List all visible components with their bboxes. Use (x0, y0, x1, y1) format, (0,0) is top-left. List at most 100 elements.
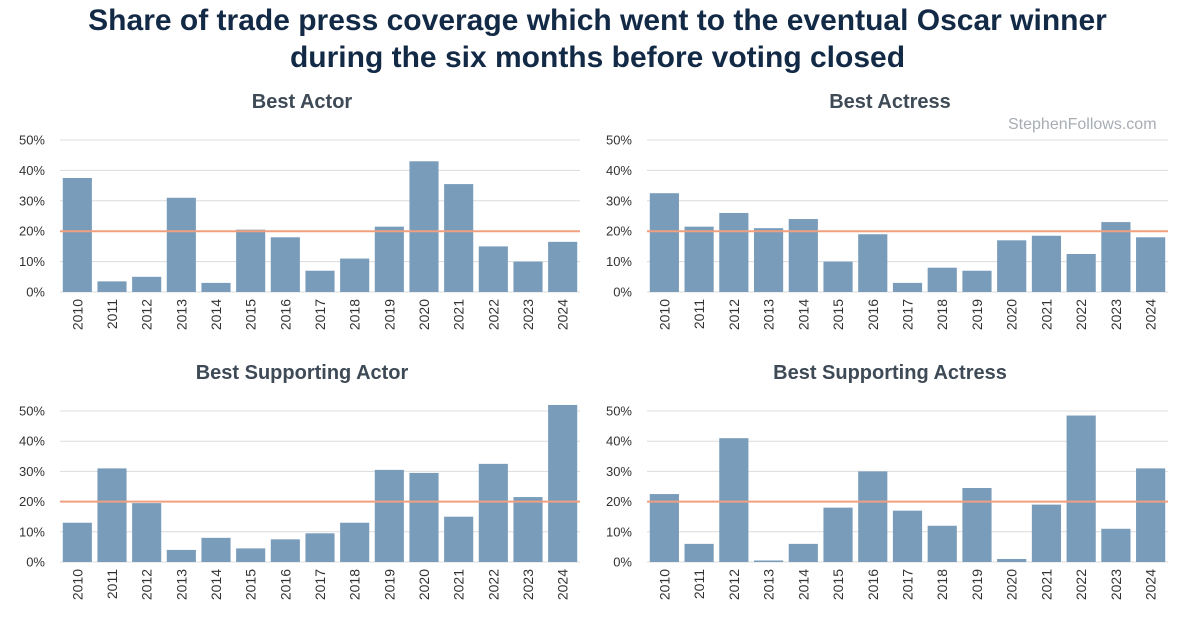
x-tick-label: 2016 (865, 299, 881, 330)
chart-panel-3: Best Supporting Actor 0% 10% 20% 30% 40% 50% 20… (19, 362, 580, 600)
bar (444, 184, 474, 292)
bar (927, 267, 957, 292)
x-tick-label: 2012 (726, 569, 742, 600)
x-tick-label: 2013 (173, 569, 189, 600)
x-tick-label: 2024 (555, 299, 571, 330)
watermark: StephenFollows.com (1008, 116, 1157, 133)
bar (1101, 528, 1131, 562)
y-tick-label: 20% (19, 494, 45, 509)
y-tick-label: 50% (19, 404, 45, 419)
x-tick-label: 2022 (1073, 569, 1089, 600)
bar (62, 178, 92, 292)
x-tick-label: 2010 (656, 569, 672, 600)
x-tick-label: 2019 (969, 569, 985, 600)
bar (97, 281, 127, 292)
bar (513, 497, 543, 562)
bar (892, 510, 923, 562)
x-tick-label: 2015 (243, 299, 259, 330)
bar (1136, 237, 1166, 292)
chart-title-line-1: Share of trade press coverage which went… (88, 4, 1107, 37)
bar (1101, 222, 1131, 292)
x-tick-label: 2024 (1143, 569, 1159, 600)
x-tick-label: 2014 (795, 299, 811, 330)
bar (374, 226, 404, 292)
bar (548, 241, 578, 292)
bar (753, 228, 784, 292)
x-tick-label: 2013 (761, 299, 777, 330)
x-tick-label: 2021 (1038, 299, 1054, 330)
x-tick-label: 2015 (830, 569, 846, 600)
y-tick-label: 40% (606, 163, 632, 178)
x-tick-label: 2017 (312, 299, 328, 330)
bar (1066, 415, 1096, 562)
bar (684, 226, 714, 292)
bar (548, 404, 578, 562)
y-tick-label: 50% (606, 133, 632, 148)
bar (236, 548, 266, 562)
bar (340, 522, 370, 562)
x-tick-label: 2012 (726, 299, 742, 330)
bar (270, 539, 300, 562)
chart-panel-1: Best Actor 0% 10% 20% 30% 40% 50% 2010 2011 2012 2… (19, 91, 580, 330)
bar (858, 234, 888, 292)
x-tick-label: 2014 (795, 569, 811, 600)
bar (132, 503, 162, 562)
bar (788, 543, 818, 562)
chart-panel-2: Best Actress 0% 10% 20% 30% 40% 50% 2010 2011 201… (606, 91, 1168, 330)
x-tick-label: 2014 (208, 299, 224, 330)
bar (1066, 254, 1096, 292)
chart-title: Share of trade press coverage which went… (0, 2, 1186, 76)
bar (166, 549, 196, 562)
bar (166, 197, 196, 292)
bar (788, 219, 818, 292)
bar (1031, 504, 1062, 562)
bar (649, 193, 679, 292)
bar (444, 516, 474, 562)
x-tick-label: 2020 (1004, 569, 1020, 600)
y-tick-label: 10% (606, 524, 632, 539)
y-tick-label: 20% (606, 224, 632, 239)
x-tick-label: 2011 (104, 299, 120, 329)
x-tick-label: 2016 (865, 569, 881, 600)
bar (823, 261, 853, 292)
x-tick-label: 2024 (1143, 299, 1159, 330)
x-tick-label: 2020 (416, 569, 432, 600)
bar (684, 543, 714, 562)
bar (649, 494, 679, 562)
bar (997, 240, 1027, 292)
x-tick-label: 2019 (381, 299, 397, 330)
y-tick-label: 30% (606, 464, 632, 479)
bar (62, 522, 92, 562)
bar (823, 507, 853, 562)
y-tick-label: 20% (606, 494, 632, 509)
y-tick-label: 30% (19, 464, 45, 479)
bar (892, 282, 923, 292)
x-tick-label: 2013 (761, 569, 777, 600)
bar (305, 533, 335, 562)
chart-panel-4: Best Supporting Actress 0% 10% 20% 30% 40% 50%… (606, 362, 1168, 600)
y-tick-label: 40% (606, 434, 632, 449)
x-tick-label: 2022 (1073, 299, 1089, 330)
y-tick-label: 20% (19, 224, 45, 239)
panel-title: Best Actress (829, 91, 951, 113)
y-tick-label: 30% (19, 193, 45, 208)
x-tick-label: 2011 (691, 299, 707, 329)
chart-title-line-2: during the six months before voting clos… (289, 41, 906, 74)
x-tick-label: 2023 (1108, 569, 1124, 600)
y-tick-label: 50% (606, 404, 632, 419)
x-tick-label: 2016 (277, 569, 293, 600)
y-tick-label: 30% (606, 193, 632, 208)
bar (753, 560, 784, 562)
y-tick-label: 0% (26, 555, 45, 570)
x-tick-label: 2023 (1108, 299, 1124, 330)
x-tick-label: 2015 (830, 299, 846, 330)
y-tick-label: 10% (19, 254, 45, 269)
x-tick-label: 2022 (485, 569, 501, 600)
bar (270, 237, 300, 292)
x-tick-label: 2011 (104, 569, 120, 599)
bar (340, 258, 370, 292)
y-tick-label: 40% (19, 434, 45, 449)
x-tick-label: 2012 (139, 299, 155, 330)
bar (719, 212, 749, 292)
x-tick-label: 2019 (381, 569, 397, 600)
